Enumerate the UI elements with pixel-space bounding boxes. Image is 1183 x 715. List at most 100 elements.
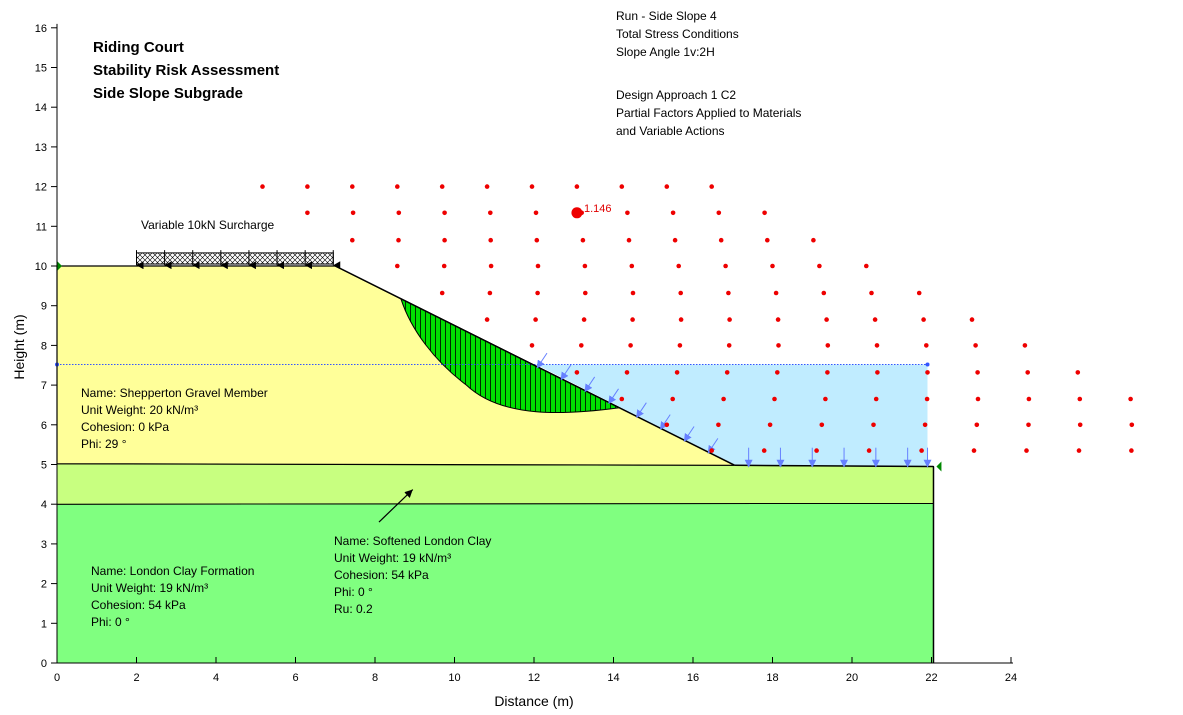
slip-centre-grid-dot xyxy=(1026,422,1031,428)
info-line-6: Partial Factors Applied to Materials xyxy=(616,106,801,120)
y-tick-label: 12 xyxy=(35,182,47,194)
slip-centre-grid-dot xyxy=(488,263,494,269)
slip-centre-grid-dot xyxy=(574,370,580,375)
slip-centre-grid-dot xyxy=(350,210,356,216)
slip-centre-grid-dot xyxy=(676,263,681,269)
x-tick-label: 16 xyxy=(687,672,699,684)
title-line-3: Side Slope Subgrade xyxy=(93,85,243,102)
surcharge-band xyxy=(136,252,334,265)
y-tick-label: 7 xyxy=(41,380,47,392)
x-tick-label: 22 xyxy=(925,672,937,684)
slip-centre-grid-dot xyxy=(1076,448,1082,453)
slip-centre-grid-dot xyxy=(975,396,981,402)
slip-centre-grid-dot xyxy=(535,263,541,269)
slip-centre-grid-dot xyxy=(672,237,678,243)
slip-centre-grid-dot xyxy=(825,343,831,348)
slip-centre-grid-dot xyxy=(396,210,402,216)
slip-centre-grid-dot xyxy=(924,396,930,402)
slip-centre-grid-dot xyxy=(1022,343,1028,348)
slip-centre-grid-dot xyxy=(724,370,730,375)
slip-centre-grid-dot xyxy=(674,370,680,375)
y-tick-label: 4 xyxy=(41,499,47,511)
y-tick-label: 16 xyxy=(35,23,47,35)
slip-centre-grid-dot xyxy=(1075,370,1081,375)
slip-centre-grid-dot xyxy=(709,448,714,453)
y-tick-label: 11 xyxy=(36,221,47,233)
slip-centre-grid-dot xyxy=(819,422,825,428)
slip-centre-grid-dot xyxy=(487,290,493,296)
slip-centre-grid-dot xyxy=(925,370,930,375)
x-axis-title: Distance (m) xyxy=(494,693,573,709)
slip-centre-grid-dot xyxy=(825,370,830,375)
slip-centre-grid-dot xyxy=(629,263,635,269)
water-pressure-arrow xyxy=(608,388,619,405)
slip-centre-grid-dot xyxy=(811,237,816,243)
x-tick-label: 20 xyxy=(846,672,858,684)
slip-centre-grid-dot xyxy=(484,317,490,322)
slip-centre-grid-dot xyxy=(529,184,535,189)
slip-centre-grid-dot xyxy=(396,237,401,243)
slip-centre-grid-dot xyxy=(488,237,494,243)
slip-centre-grid-dot xyxy=(726,290,731,296)
slip-centre-grid-dot xyxy=(974,422,980,428)
slip-centre-grid-dot xyxy=(625,210,630,216)
water-pressure-arrow xyxy=(536,352,548,369)
slip-centre-grid-dot xyxy=(921,317,926,322)
slip-centre-grid-dot xyxy=(677,343,683,348)
slip-centre-grid-dot xyxy=(619,184,625,189)
slip-centre-grid xyxy=(260,184,1135,453)
slip-centre-grid-dot xyxy=(534,237,540,243)
softened-ru: Ru: 0.2 xyxy=(334,602,373,616)
water-pressure-arrow xyxy=(659,414,671,430)
slip-centre-grid-dot xyxy=(762,210,767,216)
london-clay-material-label: Name: London Clay Formation Unit Weight:… xyxy=(91,564,254,629)
water-pressure-arrow xyxy=(683,426,695,442)
info-line-1: Run - Side Slope 4 xyxy=(616,9,717,23)
run-info-block: Run - Side Slope 4 Total Stress Conditio… xyxy=(616,9,801,138)
slip-centre-grid-dot xyxy=(350,237,355,243)
y-tick-label: 8 xyxy=(41,340,47,352)
slip-centre-grid-dot xyxy=(441,263,447,269)
slip-centre-grid-dot xyxy=(776,343,781,348)
slip-centre-grid-dot xyxy=(619,396,625,402)
y-tick-label: 13 xyxy=(35,142,47,154)
x-tick-label: 24 xyxy=(1005,672,1017,684)
y-tick-label: 3 xyxy=(41,539,47,551)
slip-centre-grid-dot xyxy=(767,422,773,428)
slip-centre-grid-dot xyxy=(723,263,728,269)
toe-surface-line xyxy=(734,464,934,468)
x-tick-label: 12 xyxy=(528,672,540,684)
slip-centre-grid-dot xyxy=(922,422,928,428)
slip-centre-grid-dot xyxy=(821,290,827,296)
slip-centre-grid-dot xyxy=(533,210,539,216)
london-unit-weight: Unit Weight: 19 kN/m³ xyxy=(91,581,208,595)
y-tick-label: 14 xyxy=(35,102,47,114)
slip-centre-grid-dot xyxy=(775,370,780,375)
slip-centre-grid-dot xyxy=(630,290,636,296)
y-tick-label: 5 xyxy=(41,460,47,472)
slip-centre-grid-dot xyxy=(969,317,975,322)
slip-centre-grid-dot xyxy=(775,317,781,322)
slip-centre-grid-dot xyxy=(773,290,779,296)
y-tick-label: 6 xyxy=(41,420,47,432)
slip-centre-grid-dot xyxy=(628,343,633,348)
slip-centre-grid-dot xyxy=(716,210,722,216)
info-line-2: Total Stress Conditions xyxy=(616,27,739,41)
soil-layers xyxy=(56,265,935,664)
slip-centre-grid-dot xyxy=(305,210,310,216)
softened-unit-weight: Unit Weight: 19 kN/m³ xyxy=(334,551,451,565)
softened-clay-material-label: Name: Softened London Clay Unit Weight: … xyxy=(334,534,491,616)
slip-centre-grid-dot xyxy=(580,237,586,243)
london-cohesion: Cohesion: 54 kPa xyxy=(91,598,186,612)
slip-centre-grid-dot xyxy=(814,448,819,453)
title-line-1: Riding Court xyxy=(93,39,184,56)
slip-centre-grid-dot xyxy=(670,210,676,216)
slip-centre-grid-dot xyxy=(678,317,684,322)
slip-centre-grid-dot xyxy=(761,448,767,453)
surcharge-label: Variable 10kN Surcharge xyxy=(141,218,275,232)
title-block: Riding Court Stability Risk Assessment S… xyxy=(93,39,279,102)
slip-centre-grid-dot xyxy=(824,317,829,322)
title-line-2: Stability Risk Assessment xyxy=(93,62,279,79)
left-boundary-marker xyxy=(57,261,62,271)
